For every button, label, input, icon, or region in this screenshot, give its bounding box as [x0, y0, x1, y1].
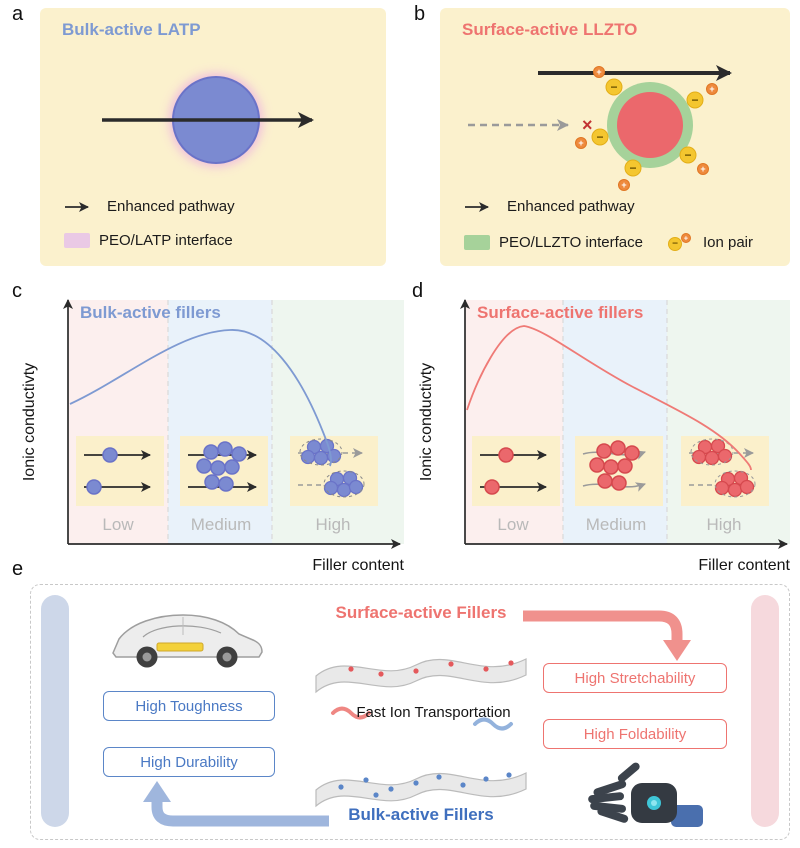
bulk-filler-scene [102, 73, 314, 167]
region-high-band [272, 300, 404, 544]
right-accent-bar [751, 595, 779, 827]
inset-medium [180, 436, 268, 506]
region-high-label: High [707, 515, 742, 534]
membranes-illustration [315, 658, 527, 808]
svg-text:−: − [610, 80, 617, 94]
green-interface-swatch-icon [464, 234, 490, 250]
arrow-icon [65, 201, 89, 212]
panel-a: Bulk-active LATP Enhanced pathway PEO/LA… [40, 8, 386, 266]
legend-ion-pair-label: Ion pair [702, 233, 753, 251]
panel-d-chart: Low Medium High Surface-active fillers F… [418, 299, 791, 574]
panel-b-legend-pathway: Enhanced pathway [464, 198, 635, 215]
region-low-band [68, 300, 168, 544]
svg-text:+: + [578, 138, 583, 148]
svg-text:+: + [684, 234, 689, 243]
panel-b: Surface-active LLZTO × − + − + − + − + −… [440, 8, 790, 266]
svg-text:−: − [691, 93, 698, 107]
panel-d-label: d [412, 280, 424, 302]
inset-high [681, 436, 769, 506]
region-high-band [667, 300, 790, 544]
panel-e: Surface-active Fillers Fast Ion Transpor… [30, 584, 790, 840]
y-axis-label: Ionic conductivty [21, 363, 38, 481]
region-low-label: Low [497, 515, 529, 534]
panel-a-label: a [12, 3, 24, 25]
region-medium-band [563, 300, 667, 544]
panel-a-legend-pathway: Enhanced pathway [64, 198, 235, 215]
legend-interface-label: PEO/LATP interface [99, 232, 233, 249]
svg-text:+: + [700, 164, 705, 174]
region-low-label: Low [102, 515, 134, 534]
y-axis-label: Ionic conductivty [418, 363, 435, 481]
conductivity-curve [466, 325, 752, 471]
left-accent-bar [41, 595, 69, 827]
panel-e-label: e [12, 558, 24, 580]
high-toughness-box: High Toughness [103, 691, 275, 721]
surface-active-membrane [315, 658, 527, 694]
panel-c-label: c [12, 280, 22, 302]
surface-filler-scene: × − + − + − + − + − + [468, 65, 732, 191]
high-foldability-box: High Foldability [543, 719, 727, 749]
blocked-mark: × [582, 115, 593, 135]
svg-text:−: − [672, 239, 678, 250]
svg-text:−: − [684, 148, 691, 162]
panel-d-title: Surface-active fillers [477, 303, 643, 322]
inset-low [472, 436, 560, 506]
llzto-particle [617, 92, 683, 158]
ev-car-illustration [112, 614, 263, 668]
ion-pairs: − + − + − + − + − + [575, 66, 718, 191]
region-medium-label: Medium [191, 515, 251, 534]
legend-pathway-label: Enhanced pathway [107, 198, 235, 215]
bulk-active-fillers-title: Bulk-active Fillers [348, 805, 494, 824]
high-stretchability-box: High Stretchability [543, 663, 727, 693]
panel-b-title: Surface-active LLZTO [462, 20, 638, 39]
svg-text:+: + [709, 84, 714, 94]
legend-pathway-label: Enhanced pathway [507, 198, 635, 215]
panel-b-label: b [414, 3, 426, 25]
panel-c-chart: Low Medium High Bulk-active fillers Fill… [21, 299, 405, 574]
svg-text:−: − [596, 130, 603, 144]
panel-c-title: Bulk-active fillers [80, 303, 221, 322]
high-durability-box: High Durability [103, 747, 275, 777]
ion-pair-icon: − + [667, 233, 691, 251]
svg-text:+: + [596, 67, 601, 77]
bulk-fillers-arrow [143, 781, 329, 827]
fast-ion-blue-ribbon [473, 717, 513, 731]
inset-high [290, 436, 378, 506]
robot-hand-illustration [588, 762, 703, 827]
bulk-active-membrane [315, 772, 527, 808]
svg-text:−: − [629, 161, 636, 175]
surface-active-fillers-title: Surface-active Fillers [335, 603, 507, 622]
region-high-label: High [316, 515, 351, 534]
legend-interface-label: PEO/LLZTO interface [499, 233, 643, 251]
panel-a-legend-interface: PEO/LATP interface [64, 232, 233, 249]
x-axis-label: Filler content [312, 557, 404, 574]
surface-fillers-arrow [523, 610, 691, 661]
x-axis-label: Filler content [698, 557, 790, 574]
svg-text:+: + [621, 180, 626, 190]
arrow-icon [465, 201, 489, 212]
region-medium-label: Medium [586, 515, 646, 534]
fast-ion-red-ribbon [331, 706, 371, 720]
pink-interface-swatch-icon [64, 233, 90, 248]
panel-a-title: Bulk-active LATP [62, 20, 201, 39]
inset-low [76, 436, 164, 506]
inset-medium [575, 436, 663, 506]
fast-ion-transportation-label: Fast Ion Transportation [356, 704, 511, 721]
conductivity-curve [69, 329, 332, 467]
panel-b-legend-interface: PEO/LLZTO interface − + Ion pair [464, 232, 753, 252]
